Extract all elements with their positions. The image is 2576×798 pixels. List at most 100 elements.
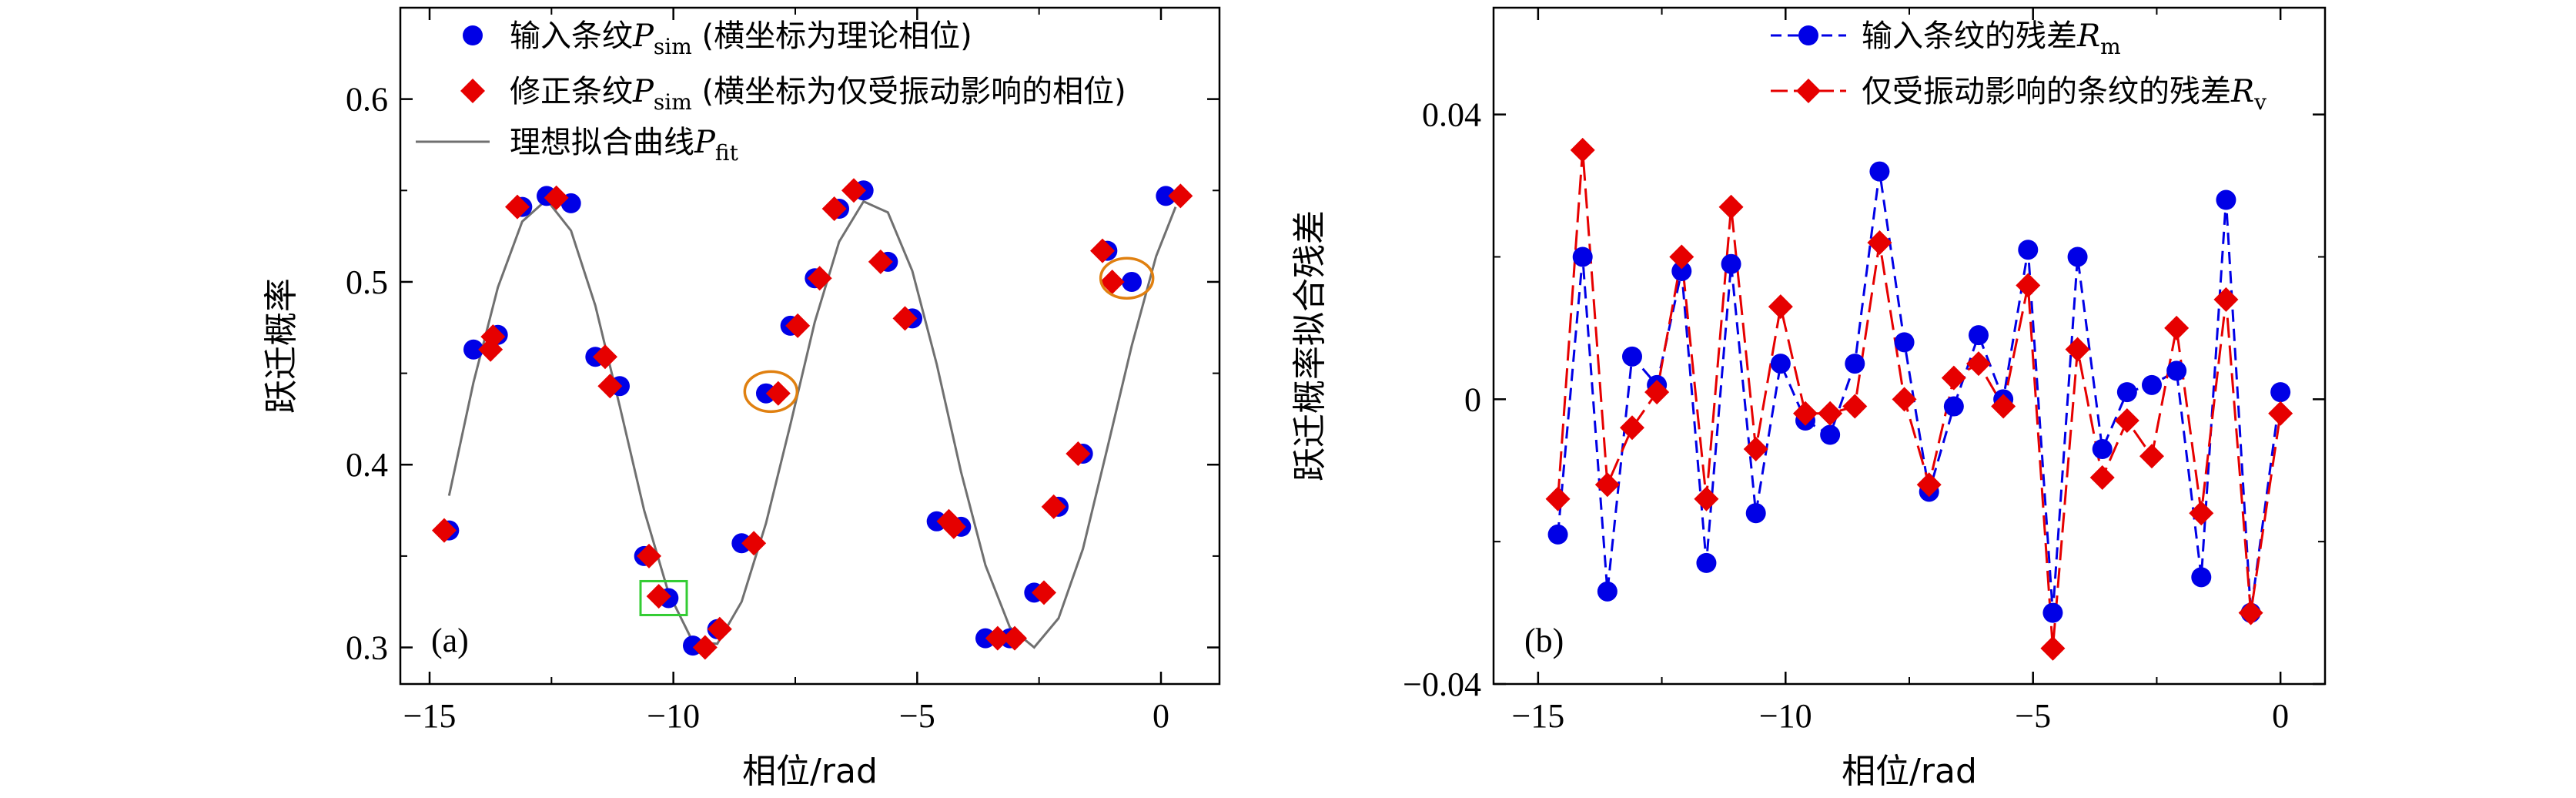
corrected-fringe-point xyxy=(941,514,966,539)
residual-rm-point xyxy=(1969,325,1989,346)
residual-rm-point xyxy=(1745,503,1766,524)
residual-rm-point xyxy=(1894,332,1915,353)
corrected-fringe-point xyxy=(1090,238,1115,263)
residual-rm-point xyxy=(1770,354,1791,374)
corrected-fringe-point xyxy=(1032,580,1056,605)
residual-rv-point xyxy=(1941,365,1966,391)
residual-rv-point xyxy=(1644,380,1670,405)
residual-rv-point xyxy=(1768,294,1793,320)
corrected-fringe-point xyxy=(741,531,767,556)
residual-rv-point xyxy=(2139,444,2164,469)
residual-rm-point xyxy=(1869,161,1890,182)
residual-rm-point xyxy=(1622,346,1642,367)
residual-rv-point xyxy=(1545,486,1571,511)
legend-label-rv: 仅受振动影响的条纹的残差Rv xyxy=(1862,74,2267,115)
residual-rm-point xyxy=(2166,360,2187,381)
residual-rv-point xyxy=(2189,501,2214,526)
corrected-fringe-point xyxy=(841,178,866,203)
input-fringe-point xyxy=(463,339,483,360)
panel-b-ytick-label: −0.04 xyxy=(1403,666,1481,703)
residual-rm-point xyxy=(1671,260,1692,281)
panel-b-xtick-label: −10 xyxy=(1759,697,1812,735)
residual-rv-point xyxy=(1818,401,1843,426)
panel-b-xtick-label: −5 xyxy=(2015,697,2051,735)
corrected-fringe-point xyxy=(480,324,506,350)
panel-a-x-axis-title: 相位/rad xyxy=(742,752,878,791)
legend-marker-rv xyxy=(1796,79,1821,103)
residual-rm-point xyxy=(2042,602,2063,623)
panel-b-panel-label: (b) xyxy=(1524,622,1564,659)
legend-marker-corrected-fringe xyxy=(460,79,485,103)
residual-rm-point xyxy=(1597,581,1618,602)
legend-label-input-fringe: 输入条纹Psim (横坐标为理论相位) xyxy=(510,18,972,59)
panel-b-x-axis-title: 相位/rad xyxy=(1842,752,1977,791)
chart-panel-b: −15 −10 −5 0 −0.04 0 0.04 相位/rad 跃迁概率拟合残差 (b) 输入条纹… xyxy=(1290,6,2327,791)
residual-rm-point xyxy=(1547,524,1568,545)
corrected-fringe-point xyxy=(785,313,811,338)
panel-b-ytick-label: 0.04 xyxy=(1422,96,1481,134)
residual-rm-point xyxy=(2142,374,2162,395)
residual-rv-point xyxy=(2164,315,2190,340)
corrected-fringe-point xyxy=(1041,494,1066,519)
panel-b-ytick-label: 0 xyxy=(1464,381,1481,418)
corrected-fringe-point xyxy=(692,635,718,660)
legend-label-rm: 输入条纹的残差Rm xyxy=(1862,18,2121,59)
residual-rv-point xyxy=(1991,394,2016,419)
corrected-fringe-point xyxy=(807,266,832,291)
residual-rv-point xyxy=(2040,635,2066,661)
corrected-fringe-point xyxy=(1168,183,1193,209)
panel-a-ytick-label: 0.5 xyxy=(346,263,388,301)
residual-rv-point xyxy=(1793,401,1818,426)
panel-a-y-axis-title: 跃迁概率 xyxy=(262,278,301,414)
panel-a-xtick-label: −5 xyxy=(899,697,935,735)
panel-a-ytick-label: 0.6 xyxy=(346,81,388,119)
residual-rv-point xyxy=(1966,351,1991,377)
residual-rm-point xyxy=(1572,246,1593,267)
residual-rv-point xyxy=(1620,415,1644,441)
residual-rm-point xyxy=(2067,246,2088,267)
chart-panel-a: −15 −10 −5 0 0.3 0.4 0.5 0.6 相位/rad 跃迁概率 (a) 输入条纹Ps… xyxy=(262,6,1221,791)
residual-rv-point xyxy=(2065,337,2090,362)
panel-a-xtick-label: −10 xyxy=(647,697,700,735)
residual-rv-point xyxy=(2114,408,2139,434)
panel-b-xtick-label: 0 xyxy=(2272,697,2289,735)
corrected-fringe-point xyxy=(821,196,847,222)
panel-b-y-axis-title: 跃迁概率拟合残差 xyxy=(1290,210,1330,481)
corrected-fringe-point xyxy=(707,616,732,642)
residual-rv-point xyxy=(2238,600,2263,625)
residual-rv-point xyxy=(1718,194,1744,220)
highlight-ellipse xyxy=(1099,256,1155,300)
residual-rm-point xyxy=(2018,240,2039,260)
highlight-rectangle xyxy=(639,579,688,616)
legend-label-fit-curve: 理想拟合曲线Pfit xyxy=(510,125,739,166)
residual-rm-point xyxy=(1721,253,1741,274)
residual-rv-point xyxy=(1570,137,1595,163)
residual-rm-point xyxy=(1943,396,1964,417)
panel-a-plot-area xyxy=(432,178,1193,660)
corrected-fringe-point xyxy=(597,374,623,399)
residual-rv-line xyxy=(1557,149,2282,649)
input-fringe-point xyxy=(1122,271,1142,292)
panel-a-ytick-label: 0.4 xyxy=(346,446,388,484)
residual-rv-point xyxy=(1694,486,1719,511)
fit-curve-line xyxy=(447,198,1177,649)
panel-a-ytick-label: 0.3 xyxy=(346,629,388,667)
residual-rv-point xyxy=(2213,287,2239,312)
residual-rm-point xyxy=(1820,424,1841,445)
panel-a-xtick-label: 0 xyxy=(1153,697,1169,735)
panel-b-plot-area xyxy=(1545,137,2293,661)
corrected-fringe-point xyxy=(892,306,918,331)
corrected-fringe-point xyxy=(593,344,617,370)
residual-rm-point xyxy=(2092,439,2113,460)
panel-a-legend: 输入条纹Psim (横坐标为理论相位) 修正条纹Psim (横坐标为仅受振动影响的… xyxy=(416,18,1126,166)
panel-a-plot-frame xyxy=(399,6,1221,686)
residual-rm-point xyxy=(2116,382,2137,403)
residual-rm-point xyxy=(1845,354,1865,374)
residual-rv-point xyxy=(2016,273,2041,298)
legend-marker-input-fringe xyxy=(463,25,483,45)
residual-rm-point xyxy=(2216,189,2236,210)
panel-a-panel-label: (a) xyxy=(431,622,469,659)
corrected-fringe-point xyxy=(432,518,457,543)
panel-b-legend: 输入条纹的残差Rm 仅受振动影响的条纹的残差Rv xyxy=(1771,18,2267,115)
residual-rv-point xyxy=(1867,230,1892,255)
